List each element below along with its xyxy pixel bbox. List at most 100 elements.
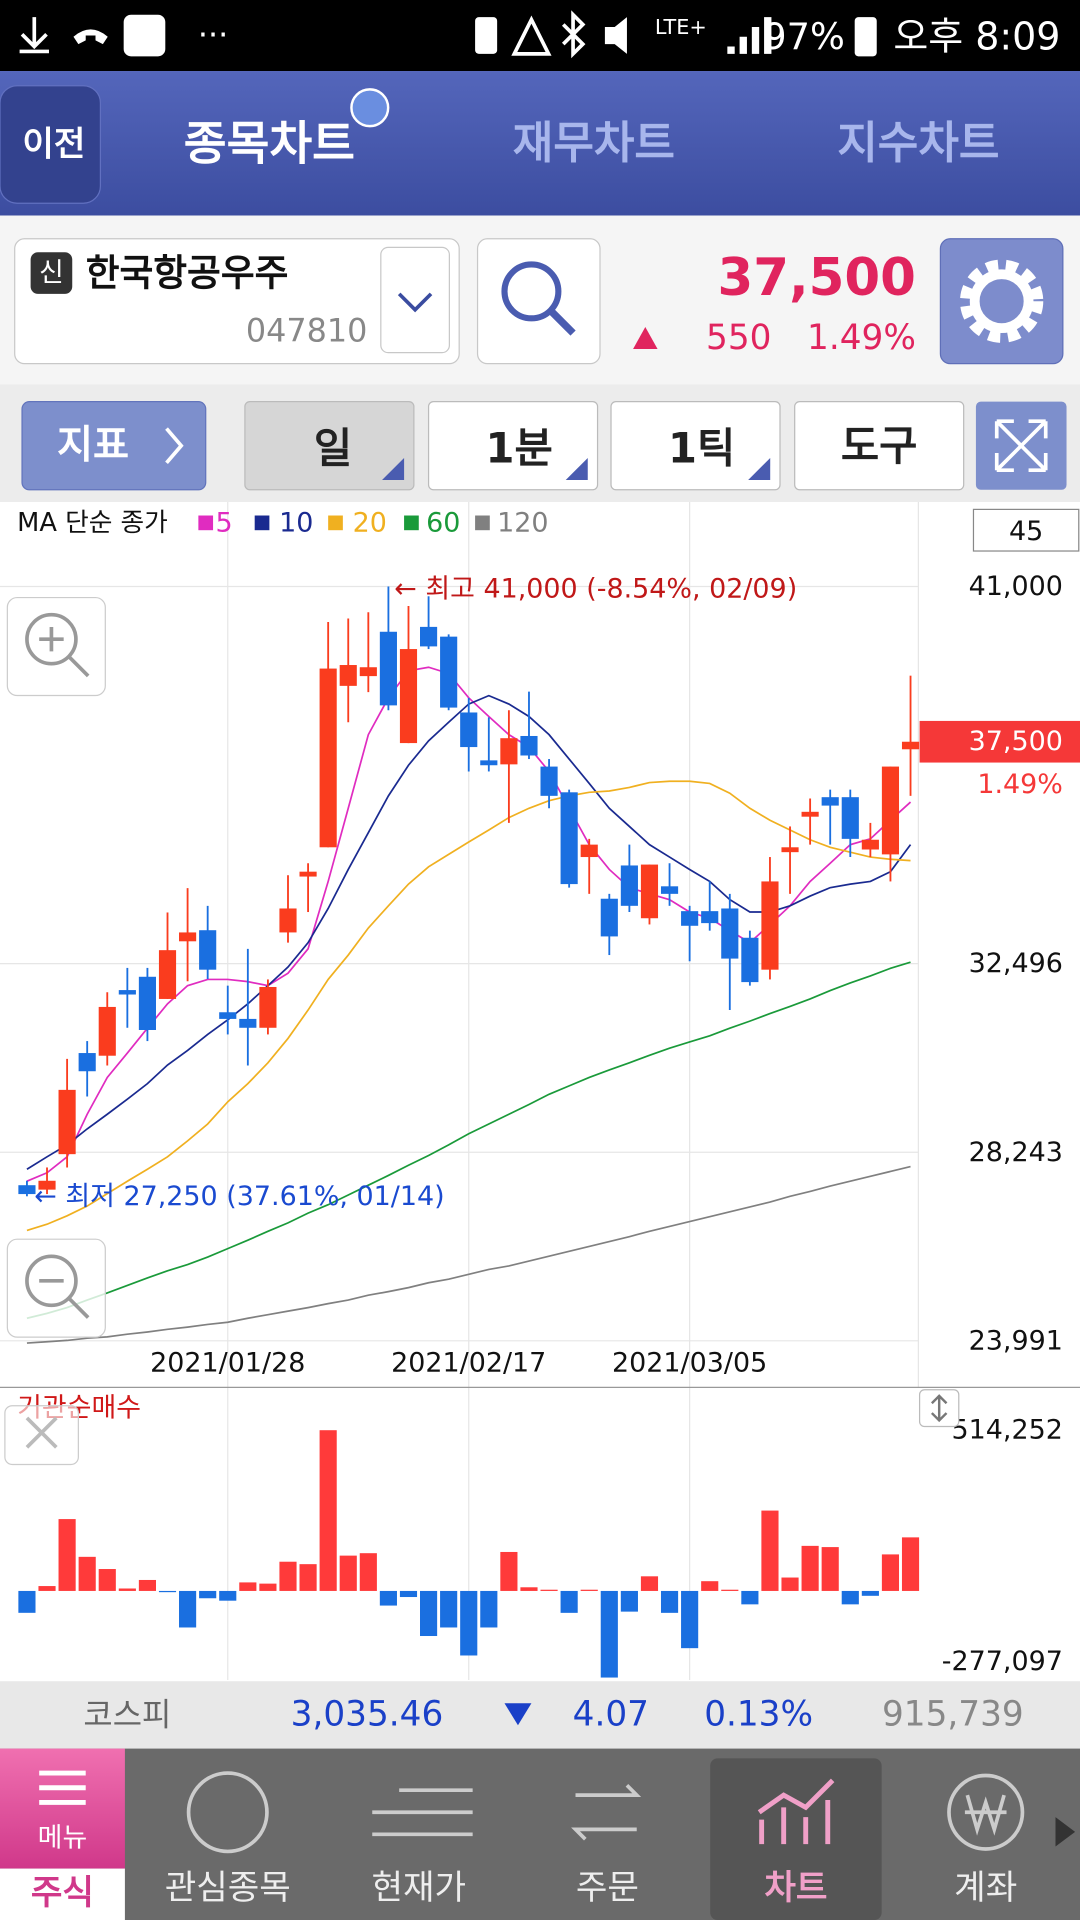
nav-more[interactable] [1055,1817,1076,1847]
bar [259,1583,277,1591]
candle-body [600,898,618,937]
change-pct: 1.49% [807,318,916,358]
indicator-label[interactable]: 지표 [57,423,129,468]
badge-box [30,252,73,294]
candle-body [480,760,498,766]
back-button[interactable] [0,85,102,204]
index-change-pct: 0.13% [704,1694,813,1734]
nav-label[interactable]: 현재가 [371,1868,466,1908]
nav-label[interactable]: 주문 [576,1868,639,1908]
call-icon [73,29,108,45]
up-arrow [633,326,658,349]
bar [901,1537,920,1591]
candle-body [761,881,779,970]
bar [841,1590,859,1605]
bar [379,1590,397,1606]
back-label[interactable]: 이전 [22,124,85,164]
notif-icon [475,17,498,54]
header [0,71,1080,216]
indicator-button[interactable] [21,401,207,491]
minute-button[interactable] [427,401,599,491]
candle-body [520,735,538,756]
candle-body [640,864,659,919]
ma-line [26,780,911,1232]
nav-label[interactable]: 주식 [31,1873,94,1913]
settings-button[interactable] [939,238,1064,365]
chevron [165,427,184,465]
candle-body [38,1180,56,1190]
candle-body [420,626,438,647]
candle-body [801,811,819,817]
tick-label[interactable]: 1틱 [668,424,735,473]
dropdown[interactable] [380,246,451,354]
stock-selector[interactable] [14,238,460,365]
y-tick-label: 514,252 [952,1415,1063,1446]
candle-body [580,844,598,858]
menu-label[interactable]: 메뉴 [38,1822,88,1853]
legend-label: 120 [497,507,548,538]
nav-label[interactable]: 계좌 [954,1868,1017,1908]
search-button[interactable] [476,238,601,365]
badge: 신 [39,258,64,289]
legend-swatch [328,515,343,531]
stock-tab[interactable] [0,1868,125,1920]
bar [38,1586,56,1591]
nav-label[interactable]: 차트 [764,1868,827,1908]
bar [420,1590,438,1637]
tab[interactable]: 재무차트 [513,118,675,169]
bar [540,1589,558,1591]
legend-swatch [404,515,419,531]
count-box [972,508,1080,552]
tick-button[interactable] [610,401,781,491]
candle-body [78,1053,96,1072]
network: LTE+ [655,15,707,39]
stock-name: 한국항공우주 [86,252,289,295]
nav-icon [964,1794,1007,1836]
candle-body [841,797,859,839]
zoom-out-button[interactable] [6,1238,106,1338]
tab-active[interactable]: 종목차트 [184,116,355,170]
candle-body [440,636,458,708]
zoom-in-icon [25,612,78,666]
gear [969,269,1034,334]
candle-body [781,847,799,853]
bar [781,1577,799,1591]
search-icon-handle [548,308,576,336]
candle-body [620,865,638,906]
bar [239,1582,257,1591]
bar [118,1588,136,1591]
corner-mark [748,457,771,480]
more-icon: ··· [198,15,228,53]
bar [219,1590,237,1601]
candle-body [881,766,900,855]
tab[interactable]: 지수차트 [837,118,999,169]
chart-area [0,502,1080,1388]
period-label[interactable]: 일 [314,424,352,473]
minute-label[interactable]: 1분 [486,424,553,473]
zoom-in-button[interactable] [6,596,106,697]
bar [460,1590,478,1656]
bar [761,1510,779,1591]
period-button[interactable] [244,401,415,491]
bar [701,1581,719,1591]
tools-label[interactable]: 도구 [841,421,918,470]
bar [480,1590,498,1628]
change: 550 [706,318,771,358]
bar [98,1569,116,1591]
candle-body [339,665,357,686]
nav-label[interactable]: 관심종목 [165,1868,291,1908]
bar [138,1579,156,1591]
bar [440,1590,458,1628]
corner-mark [382,457,405,480]
chevron [397,292,433,313]
candle-body [319,668,337,848]
nav-icon [186,1771,269,1854]
nav-icon [947,1773,1025,1851]
tools-button[interactable] [794,401,965,491]
close-icon [25,1416,58,1449]
menu-button[interactable] [0,1748,125,1869]
y-tick-label: 23,991 [969,1325,1063,1356]
app-icon [123,14,166,57]
bar [580,1589,598,1591]
